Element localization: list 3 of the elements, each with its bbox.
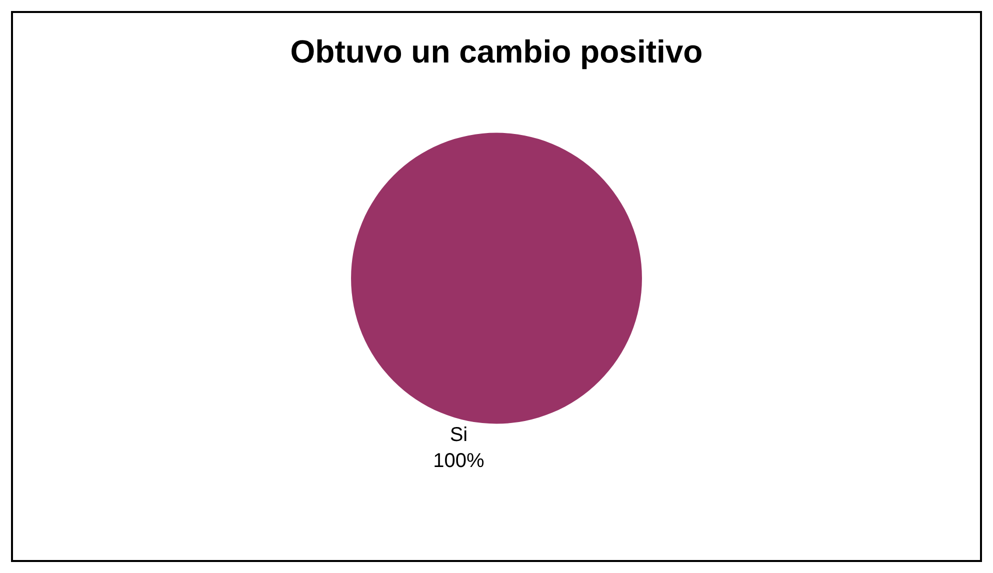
chart-title: Obtuvo un cambio positivo [290,34,703,70]
data-label: 100% [433,450,484,472]
slice-label: Si [450,424,468,446]
